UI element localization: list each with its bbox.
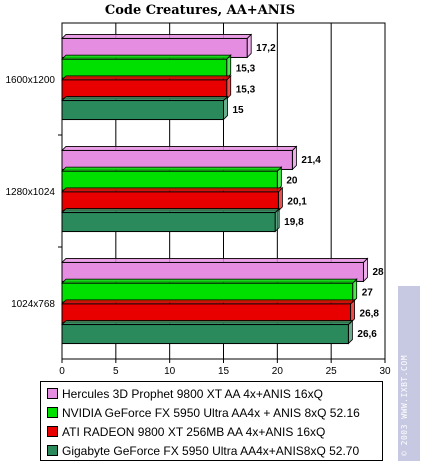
legend: Hercules 3D Prophet 9800 XT AA 4x+ANIS 1… bbox=[40, 381, 383, 461]
bar bbox=[61, 282, 354, 303]
bar-top bbox=[61, 34, 253, 39]
bar-top bbox=[61, 54, 232, 60]
x-tick-label: 30 bbox=[379, 366, 391, 377]
bar bbox=[61, 191, 279, 212]
data-label: 20 bbox=[286, 176, 298, 187]
legend-swatch bbox=[47, 445, 58, 456]
data-label: 27 bbox=[362, 288, 374, 299]
x-tick-label: 20 bbox=[272, 366, 284, 377]
x-tick-label: 25 bbox=[326, 366, 338, 377]
legend-swatch bbox=[47, 388, 58, 399]
data-label: 15,3 bbox=[236, 84, 256, 95]
data-label: 20,1 bbox=[287, 196, 307, 207]
bar-top bbox=[61, 96, 229, 101]
bar-top bbox=[61, 278, 358, 284]
legend-swatch bbox=[47, 426, 58, 437]
bar-top bbox=[61, 146, 298, 151]
legend-swatch bbox=[47, 407, 58, 418]
x-tick-label: 10 bbox=[164, 366, 176, 377]
bar bbox=[61, 303, 352, 324]
data-label: 15,3 bbox=[236, 64, 256, 75]
bar bbox=[61, 37, 248, 58]
bar bbox=[61, 212, 276, 233]
watermark-strip bbox=[398, 286, 420, 461]
legend-label: Gigabyte GeForce FX 5950 Ultra AA4x+ANIS… bbox=[62, 443, 360, 458]
bar-top bbox=[61, 166, 283, 172]
legend-item: ATI RADEON 9800 XT 256MB AA 4x+ANIS 16xQ bbox=[47, 422, 382, 441]
legend-label: Hercules 3D Prophet 9800 XT AA 4x+ANIS 1… bbox=[62, 386, 323, 401]
data-label: 21,4 bbox=[301, 155, 321, 166]
bar-top bbox=[61, 208, 281, 213]
data-label: 28 bbox=[372, 267, 384, 278]
legend-label: ATI RADEON 9800 XT 256MB AA 4x+ANIS 16xQ bbox=[62, 424, 326, 439]
data-label: 19,8 bbox=[284, 217, 304, 228]
bar bbox=[61, 261, 364, 282]
data-label: 26,8 bbox=[360, 308, 380, 319]
legend-item: NVIDIA GeForce FX 5950 Ultra AA4x + ANIS… bbox=[47, 403, 382, 422]
plot-frame bbox=[61, 22, 386, 360]
legend-item: Gigabyte GeForce FX 5950 Ultra AA4x+ANIS… bbox=[47, 441, 382, 460]
data-label: 15 bbox=[233, 105, 245, 116]
bar-top bbox=[61, 187, 284, 193]
watermark-text: © 2003 WWW.IXBT.COM bbox=[400, 354, 409, 456]
category-label: 1024x768 bbox=[11, 299, 55, 310]
data-label: 17,2 bbox=[256, 43, 276, 54]
x-tick-label: 15 bbox=[218, 366, 230, 377]
category-label: 1600x1200 bbox=[6, 75, 56, 86]
legend-label: NVIDIA GeForce FX 5950 Ultra AA4x + ANIS… bbox=[62, 405, 360, 420]
category-label: 1280x1024 bbox=[6, 187, 56, 198]
chart-title: Code Creatures, AA+ANIS bbox=[104, 3, 296, 18]
bar bbox=[61, 170, 278, 191]
bar bbox=[61, 100, 224, 121]
bar bbox=[61, 79, 228, 100]
bar bbox=[61, 149, 293, 170]
bar-top bbox=[61, 258, 369, 263]
bar bbox=[61, 58, 228, 79]
plot-area: 0 5 10 15 20 25 301600x120017,215,315,3151280x… bbox=[6, 22, 391, 377]
bar-top bbox=[61, 320, 354, 325]
x-tick-label: 5 bbox=[113, 366, 119, 377]
data-label: 26,6 bbox=[357, 329, 377, 340]
bar-top bbox=[61, 299, 356, 305]
bar bbox=[61, 324, 349, 345]
x-tick-label: 0 bbox=[59, 366, 65, 377]
legend-item: Hercules 3D Prophet 9800 XT AA 4x+ANIS 1… bbox=[47, 384, 382, 403]
bar-top bbox=[61, 75, 232, 81]
